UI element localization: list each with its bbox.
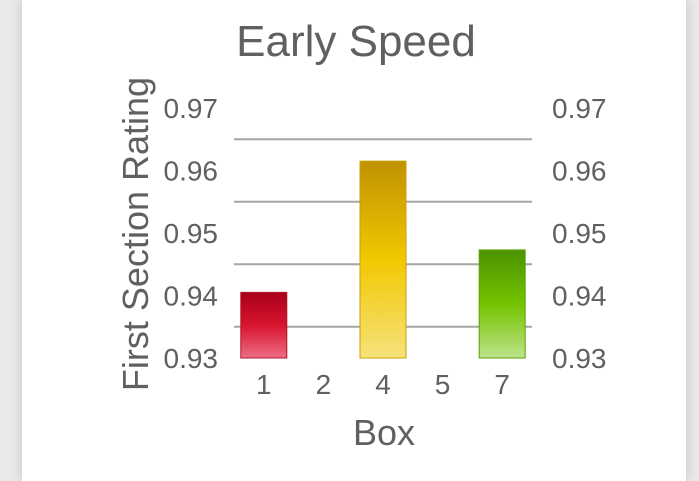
y-tick-label: 0.97 [164, 93, 219, 124]
bar-box-4 [359, 160, 407, 359]
y2-tick-label: 0.96 [552, 156, 607, 187]
y-tick-label: 0.96 [164, 156, 219, 187]
bars [240, 160, 526, 359]
y2-tick-label: 0.94 [552, 281, 607, 312]
bar-box-1 [240, 291, 288, 359]
x-axis-title: Box [353, 412, 415, 453]
bar-chart: Early Speed 0.930.940.950.960.97 0.930.9… [115, 17, 607, 453]
x-tick-label: 1 [256, 369, 272, 400]
y-tick-label: 0.94 [164, 281, 219, 312]
y-axis-right-ticks: 0.93 0.94 0.95 0.96 0.97 [552, 93, 607, 374]
x-tick-label: 5 [435, 369, 451, 400]
bar-box-7 [478, 249, 526, 359]
y-tick-label: 0.93 [164, 343, 219, 374]
y2-tick-label: 0.97 [552, 93, 607, 124]
y-axis-left-ticks: 0.93 0.94 0.95 0.96 0.97 [164, 93, 219, 374]
x-tick-label: 4 [375, 369, 391, 400]
x-tick-label: 2 [316, 369, 332, 400]
x-tick-label: 7 [494, 369, 510, 400]
chart-panel: Early Speed 0.93 0.94 0.95 0.96 0.97 0.93 0.9… [22, 0, 686, 481]
y-tick-label: 0.95 [164, 218, 219, 249]
x-axis-ticks: 1 2 4 5 7 [256, 369, 510, 400]
y-axis-title: First Section Rating [115, 77, 156, 391]
y2-tick-label: 0.95 [552, 218, 607, 249]
chart-title: Early Speed [236, 17, 476, 66]
y2-tick-label: 0.93 [552, 343, 607, 374]
